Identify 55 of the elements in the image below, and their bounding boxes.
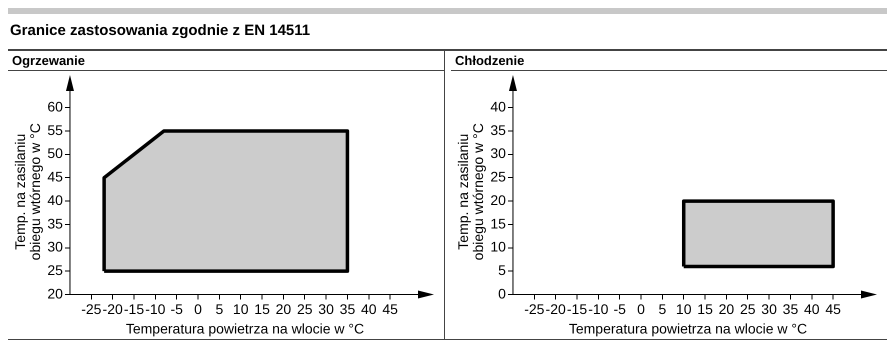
x-tick-label: 20 xyxy=(718,300,734,317)
x-tick-label: -10 xyxy=(145,300,166,317)
x-tick-label: 15 xyxy=(697,300,714,317)
y-tick-label: 45 xyxy=(47,168,64,185)
x-tick-label: -20 xyxy=(102,300,123,317)
y-tick-label: 40 xyxy=(490,98,506,115)
x-tick-label: 0 xyxy=(194,300,202,317)
y-tick-label: 40 xyxy=(47,192,64,208)
x-tick-label: 40 xyxy=(360,300,377,317)
x-axis-title: Temperatura powietrza na wlocie w °C xyxy=(568,320,808,337)
y-tick-label: 35 xyxy=(47,215,64,232)
y-tick-label: 25 xyxy=(490,168,506,185)
x-tick-label: -5 xyxy=(613,300,626,317)
x-tick-label: 40 xyxy=(804,300,820,317)
x-tick-label: -5 xyxy=(170,300,184,317)
x-tick-label: 5 xyxy=(215,300,224,317)
x-tick-label: 15 xyxy=(254,300,270,317)
x-tick-label: 5 xyxy=(658,300,666,317)
y-tick-label: 20 xyxy=(490,192,506,208)
y-tick-label: 35 xyxy=(490,122,506,138)
text: Granice zastosowania zgodnie z EN 14511 xyxy=(9,21,312,41)
y-tick-label: 20 xyxy=(47,285,64,302)
y-tick-label: 50 xyxy=(47,145,64,162)
y-tick-label: 15 xyxy=(490,215,506,232)
x-tick-label: 45 xyxy=(382,300,398,317)
y-tick-label: 60 xyxy=(47,98,64,115)
chart-title: Chłodzenie xyxy=(451,51,887,71)
x-axis-title: Temperatura powietrza na wlocie w °C xyxy=(126,320,364,337)
x-tick-label: 0 xyxy=(637,300,646,317)
x-tick-label: -10 xyxy=(588,300,609,317)
x-tick-label: 25 xyxy=(296,300,313,317)
x-tick-label: -25 xyxy=(524,300,545,317)
x-tick-label: -20 xyxy=(546,300,566,317)
y-axis-title: Temp. na zasilaniu obiegu wtórnego w °C xyxy=(12,123,43,260)
x-tick-label: 30 xyxy=(318,300,334,317)
x-tick-label: 35 xyxy=(782,300,798,317)
y-tick-label: 55 xyxy=(47,122,64,138)
y-tick-label: 30 xyxy=(47,238,64,255)
x-tick-label: -15 xyxy=(124,300,144,317)
x-tick-label: 35 xyxy=(340,300,356,317)
x-tick-label: -15 xyxy=(566,300,588,317)
y-tick-label: 30 xyxy=(490,145,506,162)
y-tick-label: 5 xyxy=(498,262,506,278)
x-tick-label: 10 xyxy=(676,300,692,317)
y-tick-label: 0 xyxy=(498,285,506,302)
y-tick-label: 25 xyxy=(47,262,64,278)
x-tick-label: -25 xyxy=(81,300,102,317)
chart-title: Ogrzewanie xyxy=(8,51,444,71)
x-tick-label: 45 xyxy=(825,300,842,317)
x-tick-label: 30 xyxy=(761,300,778,317)
y-tick-label: 10 xyxy=(490,238,506,255)
x-tick-label: 10 xyxy=(232,300,249,317)
x-tick-label: 25 xyxy=(740,300,756,317)
y-axis-title: Temp. na zasilaniu obiegu wtórnego w °C xyxy=(455,123,486,260)
x-tick-label: 20 xyxy=(276,300,292,317)
